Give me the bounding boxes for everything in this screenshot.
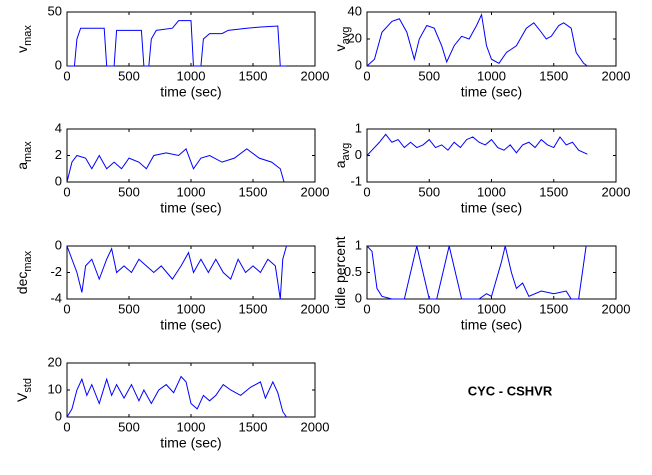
data-line xyxy=(66,375,287,418)
y-axis-label: amax xyxy=(14,141,34,170)
y-axis-label-main: V xyxy=(14,392,30,402)
y-tick-label: 10 xyxy=(48,381,62,396)
y-tick-label: 50 xyxy=(48,3,62,18)
axes-box xyxy=(66,11,316,67)
data-line xyxy=(366,245,587,300)
y-axis-label-main: dec xyxy=(14,272,30,295)
x-tick-label: 500 xyxy=(118,419,140,434)
x-tick-label: 2000 xyxy=(301,419,330,434)
y-tick-label: -4 xyxy=(50,290,62,305)
y-tick-label: 0 xyxy=(55,57,62,72)
axes-box xyxy=(66,362,316,418)
x-tick-label: 500 xyxy=(418,68,440,83)
x-tick-label: 2000 xyxy=(602,68,631,83)
y-axis-label-main: a xyxy=(332,160,348,168)
axes-box xyxy=(366,128,617,183)
y-tick-label: 1 xyxy=(355,237,362,252)
x-tick-label: 1500 xyxy=(239,184,268,199)
x-tick-label: 0 xyxy=(63,419,70,434)
y-axis-label: decmax xyxy=(14,250,34,294)
x-tick-label: 1000 xyxy=(177,301,206,316)
data-line xyxy=(66,148,285,183)
y-tick-label: 20 xyxy=(348,30,362,45)
x-tick-label: 1500 xyxy=(239,301,268,316)
y-axis-label-main: v xyxy=(14,46,30,53)
data-line xyxy=(66,245,287,300)
y-tick-label: 2 xyxy=(55,147,62,162)
x-axis-label: time (sec) xyxy=(461,200,522,216)
x-tick-label: 1000 xyxy=(477,68,506,83)
data-line xyxy=(67,20,287,67)
x-tick-label: 500 xyxy=(418,184,440,199)
y-tick-label: -1 xyxy=(350,173,362,188)
y-axis-label-main: idle percent xyxy=(332,236,348,308)
y-tick-label: 0 xyxy=(355,290,362,305)
y-tick-label: 1 xyxy=(355,120,362,135)
y-tick-label: 0 xyxy=(55,237,62,252)
y-tick-label: -2 xyxy=(50,264,62,279)
x-tick-label: 1500 xyxy=(539,301,568,316)
x-tick-label: 2000 xyxy=(301,301,330,316)
y-axis-label: vavg xyxy=(332,27,352,52)
y-axis-label-sub: max xyxy=(22,250,34,271)
y-axis-label: idle percent xyxy=(332,236,348,308)
x-tick-label: 500 xyxy=(118,184,140,199)
x-tick-label: 1500 xyxy=(239,68,268,83)
y-tick-label: 4 xyxy=(55,120,62,135)
y-tick-label: 0 xyxy=(55,173,62,188)
x-tick-label: 1000 xyxy=(177,184,206,199)
y-axis-label-sub: std xyxy=(22,378,34,393)
y-axis-label-main: v xyxy=(332,44,348,51)
y-axis-label: vmax xyxy=(14,25,34,53)
x-tick-label: 0 xyxy=(63,184,70,199)
x-tick-label: 1500 xyxy=(539,184,568,199)
y-axis-label: aavg xyxy=(332,143,352,169)
x-tick-label: 1000 xyxy=(177,419,206,434)
y-tick-label: 20 xyxy=(48,354,62,369)
x-tick-label: 0 xyxy=(363,68,370,83)
axes-box xyxy=(366,245,617,300)
x-tick-label: 2000 xyxy=(602,184,631,199)
y-axis-label-sub: avg xyxy=(340,143,352,161)
axes-box xyxy=(66,128,316,183)
x-tick-label: 0 xyxy=(63,301,70,316)
y-axis-label: Vstd xyxy=(14,378,34,402)
x-axis-label: time (sec) xyxy=(461,84,522,100)
y-axis-label-sub: avg xyxy=(340,27,352,45)
x-tick-label: 1000 xyxy=(477,184,506,199)
x-axis-label: time (sec) xyxy=(160,317,221,333)
y-tick-label: 0 xyxy=(55,408,62,423)
x-tick-label: 2000 xyxy=(301,68,330,83)
y-tick-label: 0 xyxy=(355,57,362,72)
data-line xyxy=(366,133,588,156)
x-tick-label: 1000 xyxy=(477,301,506,316)
x-tick-label: 1500 xyxy=(539,68,568,83)
y-axis-label-main: a xyxy=(14,162,30,170)
x-tick-label: 2000 xyxy=(602,301,631,316)
x-axis-label: time (sec) xyxy=(160,84,221,100)
annotation: CYC - CSHVR xyxy=(468,383,553,398)
y-tick-label: 0 xyxy=(355,147,362,162)
y-axis-label-sub: max xyxy=(22,141,34,162)
data-line xyxy=(366,12,588,67)
x-tick-label: 0 xyxy=(363,301,370,316)
axes-box xyxy=(66,245,316,300)
x-tick-label: 0 xyxy=(63,68,70,83)
x-tick-label: 1000 xyxy=(177,68,206,83)
x-tick-label: 1500 xyxy=(239,419,268,434)
x-tick-label: 500 xyxy=(118,301,140,316)
y-axis-label-sub: max xyxy=(22,25,34,46)
y-tick-label: 40 xyxy=(348,3,362,18)
x-axis-label: time (sec) xyxy=(160,200,221,216)
x-axis-label: time (sec) xyxy=(160,435,221,451)
x-tick-label: 2000 xyxy=(301,184,330,199)
x-tick-label: 0 xyxy=(363,184,370,199)
y-tick-label: 0.5 xyxy=(344,264,362,279)
x-axis-label: time (sec) xyxy=(461,317,522,333)
x-tick-label: 500 xyxy=(118,68,140,83)
x-tick-label: 500 xyxy=(418,301,440,316)
